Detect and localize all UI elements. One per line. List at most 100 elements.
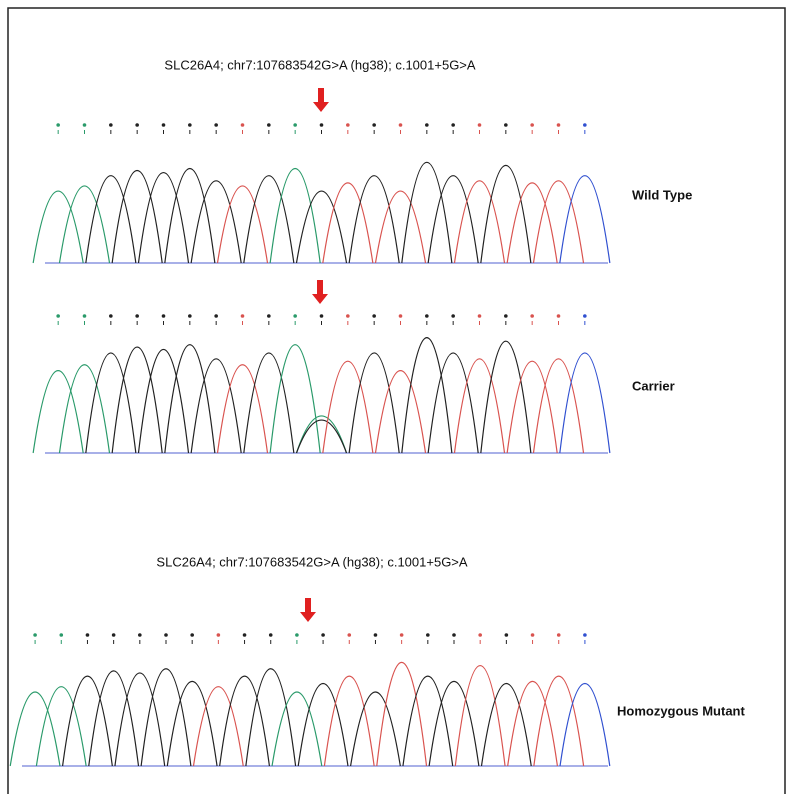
peak — [323, 361, 373, 453]
peak — [217, 365, 267, 453]
base-dot — [583, 314, 587, 318]
frame — [8, 8, 785, 794]
base-dot — [138, 633, 142, 637]
base-dot — [557, 314, 561, 318]
base-dot — [478, 633, 482, 637]
peak — [428, 353, 478, 453]
base-dot — [190, 633, 194, 637]
base-dot — [374, 633, 378, 637]
base-dot — [425, 314, 429, 318]
peak — [298, 684, 348, 766]
peak — [402, 338, 452, 453]
base-dot — [188, 123, 192, 127]
peak — [59, 186, 109, 263]
base-dot — [530, 314, 534, 318]
base-dot — [241, 123, 245, 127]
peak — [375, 191, 425, 263]
base-dot — [162, 123, 166, 127]
base-dot — [293, 123, 297, 127]
base-dot — [321, 633, 325, 637]
base-dot — [347, 633, 351, 637]
panel-label: Carrier — [632, 378, 675, 393]
peak — [33, 191, 83, 263]
peak — [375, 371, 425, 453]
peak — [560, 684, 610, 766]
peak — [296, 416, 346, 453]
peak — [36, 687, 86, 766]
base-dot — [425, 123, 429, 127]
base-dot — [320, 123, 324, 127]
peak — [191, 181, 241, 263]
base-dot — [531, 633, 535, 637]
base-dot — [109, 314, 113, 318]
peak — [193, 687, 243, 766]
peak — [86, 353, 136, 453]
base-dot — [346, 123, 350, 127]
peak — [86, 176, 136, 263]
peak — [63, 676, 113, 766]
base-dot — [83, 123, 87, 127]
base-dot — [505, 633, 509, 637]
base-dot — [267, 314, 271, 318]
base-dot — [56, 123, 60, 127]
base-dot — [583, 633, 587, 637]
base-dot — [399, 123, 403, 127]
peak — [402, 162, 452, 263]
base-dot — [109, 123, 113, 127]
base-dot — [530, 123, 534, 127]
peak — [428, 176, 478, 263]
base-dot — [293, 314, 297, 318]
base-dot — [243, 633, 247, 637]
group-title: SLC26A4; chr7:107683542G>A (hg38); c.100… — [164, 57, 475, 72]
base-dot — [478, 123, 482, 127]
base-dot — [164, 633, 168, 637]
base-dot — [504, 314, 508, 318]
peak — [349, 176, 399, 263]
base-dot — [452, 633, 456, 637]
peak — [296, 420, 346, 453]
page: {"groups": [ {"title": "SLC26A4; chr7:10… — [0, 0, 794, 794]
base-dot — [320, 314, 324, 318]
base-dot — [346, 314, 350, 318]
figure: SLC26A4; chr7:107683542G>A (hg38); c.100… — [0, 0, 794, 794]
peak — [191, 359, 241, 453]
base-dot — [56, 314, 60, 318]
base-dot — [478, 314, 482, 318]
base-dot — [217, 633, 221, 637]
base-dot — [400, 633, 404, 637]
peak — [560, 353, 610, 453]
peak — [138, 173, 188, 263]
base-dot — [451, 123, 455, 127]
base-dot — [583, 123, 587, 127]
base-dot — [83, 314, 87, 318]
peak — [115, 673, 165, 766]
base-dot — [214, 314, 218, 318]
peak — [560, 176, 610, 263]
peak — [429, 681, 479, 766]
peak — [403, 676, 453, 766]
arrow — [313, 88, 329, 112]
base-dot — [426, 633, 430, 637]
base-dot — [162, 314, 166, 318]
base-dot — [504, 123, 508, 127]
group-title: SLC26A4; chr7:107683542G>A (hg38); c.100… — [156, 554, 467, 569]
base-dot — [267, 123, 271, 127]
peak — [33, 371, 83, 453]
peak — [220, 676, 270, 766]
base-dot — [135, 123, 139, 127]
peak — [10, 692, 60, 766]
peak — [323, 183, 373, 263]
base-dot — [557, 123, 561, 127]
peak — [244, 176, 294, 263]
peak — [481, 684, 531, 766]
peak — [138, 349, 188, 453]
base-dot — [295, 633, 299, 637]
base-dot — [33, 633, 37, 637]
arrow — [312, 280, 328, 304]
peak — [324, 676, 374, 766]
base-dot — [112, 633, 116, 637]
peak — [377, 662, 427, 766]
peak — [454, 359, 504, 453]
peak — [534, 676, 584, 766]
peak — [59, 365, 109, 453]
